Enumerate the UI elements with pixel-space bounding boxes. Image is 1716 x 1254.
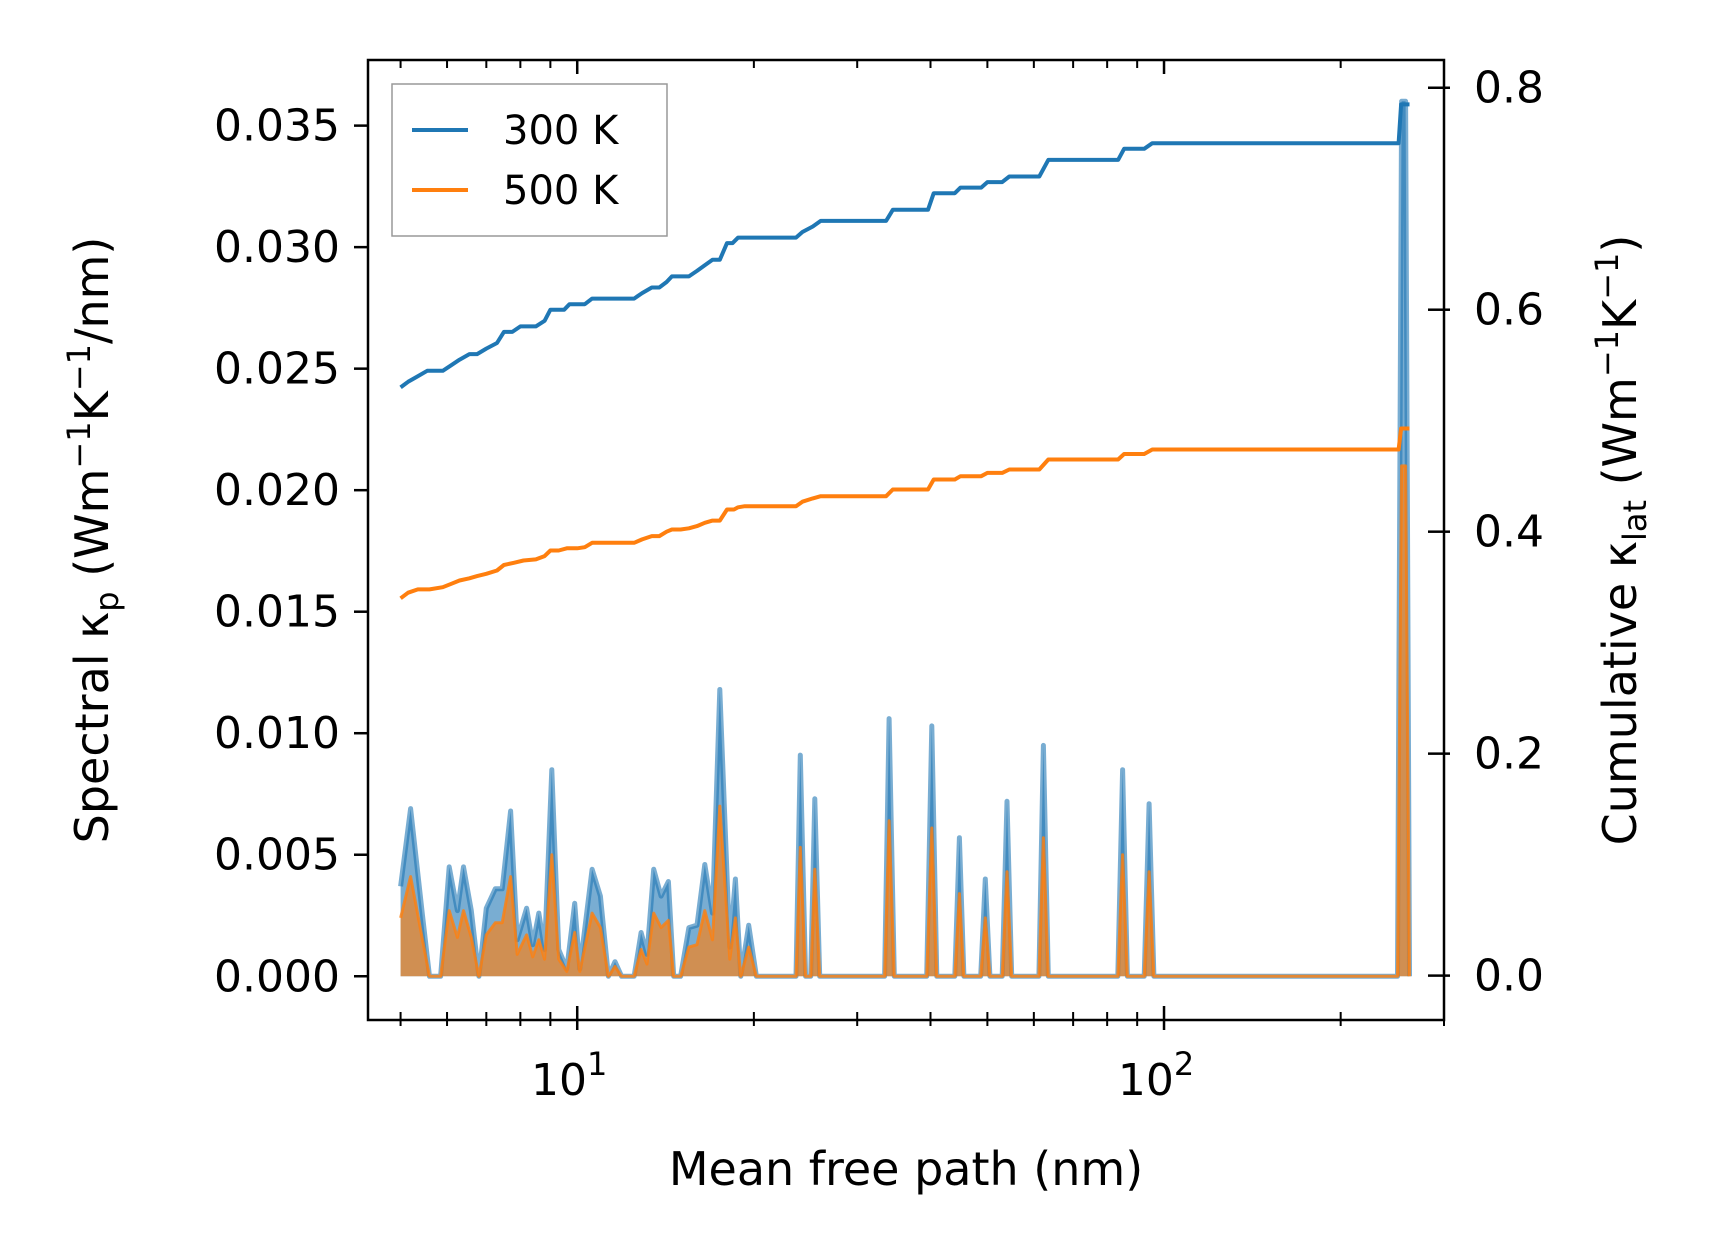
- right-axis-title-sub: lat: [1616, 500, 1654, 541]
- right-axis-title-sup1: −1: [1588, 330, 1626, 377]
- legend: 300 K 500 K: [391, 83, 668, 237]
- left-tick-label: 0.015: [214, 587, 340, 638]
- right-axis-title: Cumulative κlat (Wm−1K−1): [1588, 235, 1654, 846]
- right-tick-label: 0.6: [1474, 285, 1544, 336]
- legend-label-500k: 500 K: [503, 168, 620, 214]
- left-axis-title-prefix: Spectral κ: [65, 612, 119, 844]
- spectral-area-500k: [400, 465, 1410, 977]
- x-tick-label: 101: [531, 1045, 607, 1106]
- right-tick-label: 0.0: [1474, 951, 1544, 1002]
- left-axis-title-sup1: −1: [60, 421, 98, 468]
- x-tick-label-exponent: 1: [587, 1045, 607, 1083]
- left-axis-title-mid: K: [65, 389, 119, 421]
- x-tick-label-base: 10: [531, 1055, 587, 1106]
- left-tick-label: 0.030: [214, 222, 340, 273]
- legend-label-300k: 300 K: [503, 108, 620, 154]
- x-tick-label-exponent: 2: [1174, 1045, 1194, 1083]
- right-axis-title-prefix: Cumulative κ: [1593, 541, 1647, 845]
- legend-box: [391, 83, 668, 237]
- left-tick-label: 0.005: [214, 830, 340, 881]
- x-tick-label-base: 10: [1118, 1055, 1174, 1106]
- right-axis-title-unit-open: (Wm: [1593, 377, 1647, 500]
- plot-frame: [366, 58, 1446, 1022]
- spectral-outline-500k: [399, 464, 1411, 978]
- left-axis-title: Spectral κp (Wm−1K−1/nm): [60, 237, 126, 844]
- left-axis-title-unit-open: (Wm: [65, 469, 119, 592]
- right-axis-title-unit-close: ): [1593, 235, 1647, 253]
- cumulative-line-300k: [399, 102, 1410, 390]
- right-tick-label: 0.4: [1474, 507, 1544, 558]
- right-tick-label: 0.8: [1474, 63, 1544, 114]
- left-tick-label: 0.020: [214, 465, 340, 516]
- left-axis-title-sub: p: [88, 591, 126, 611]
- left-tick-label: 0.035: [214, 101, 340, 152]
- right-tick-label: 0.2: [1474, 729, 1544, 780]
- tick-layer: 0.0000.0050.0100.0150.0200.0250.0300.035…: [214, 60, 1544, 1106]
- right-axis-title-sup2: −1: [1588, 253, 1626, 300]
- left-tick-label: 0.025: [214, 344, 340, 395]
- x-axis-title: Mean free path (nm): [669, 1142, 1143, 1196]
- left-tick-label: 0.000: [214, 951, 340, 1002]
- cumulative-line-layer: [399, 102, 1410, 600]
- left-axis-title-sup2: −1: [60, 344, 98, 391]
- spectral-fill-layer: [398, 98, 1412, 979]
- left-tick-label: 0.010: [214, 708, 340, 759]
- right-axis-title-mid: K: [1593, 298, 1647, 330]
- cumulative-line-500k: [399, 426, 1410, 600]
- x-tick-label: 102: [1118, 1045, 1194, 1106]
- left-axis-title-unit-close: /nm): [65, 237, 119, 344]
